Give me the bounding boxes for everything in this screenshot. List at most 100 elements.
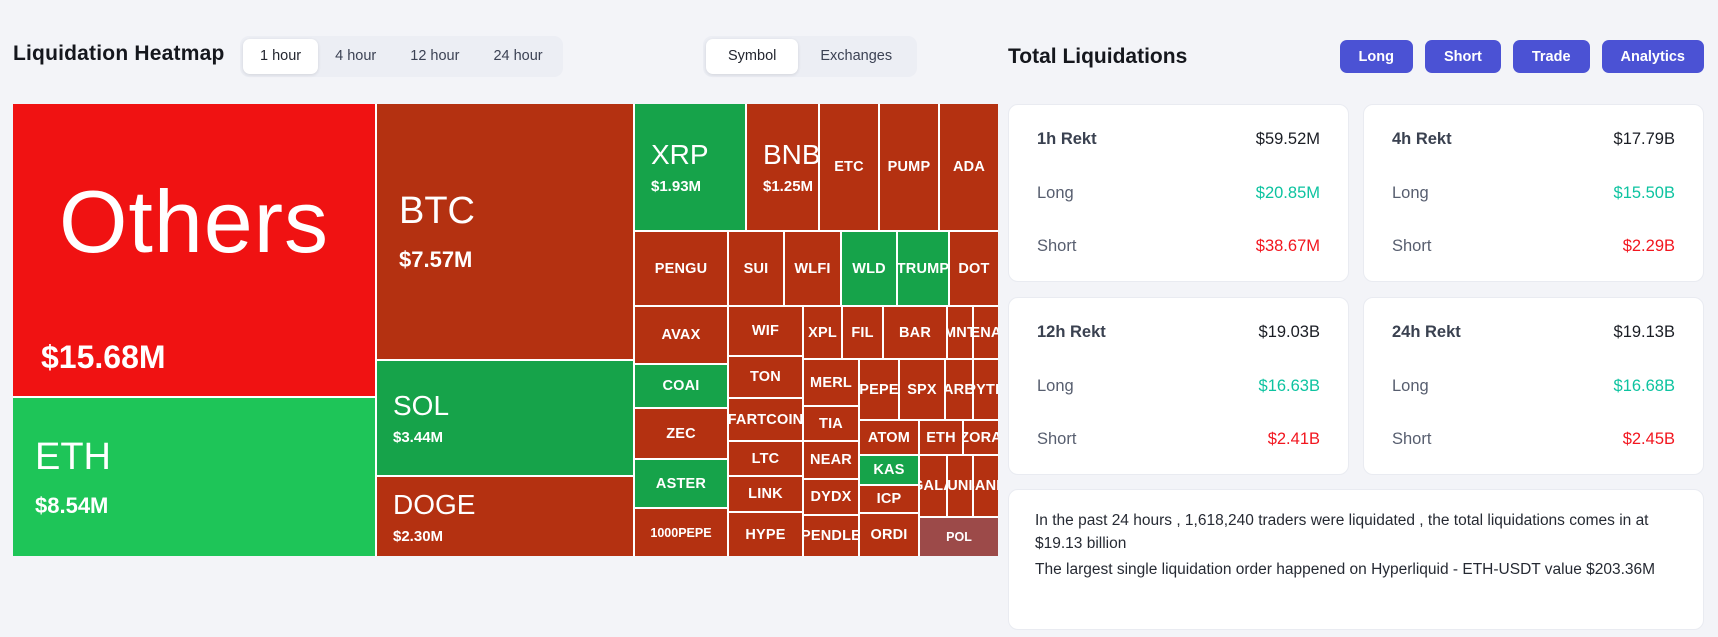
total-liquidations-title: Total Liquidations	[1008, 44, 1188, 68]
tile-symbol: GALA	[920, 478, 946, 494]
treemap-tile-zec[interactable]: ZEC	[635, 409, 727, 458]
long-value: $16.63B	[1258, 376, 1320, 395]
total-liquidations-header: Total Liquidations Long Short Trade Anal…	[1008, 36, 1704, 77]
short-value: $38.67M	[1255, 237, 1320, 255]
liquidation-summary-card: In the past 24 hours , 1,618,240 traders…	[1008, 489, 1704, 630]
treemap-tile-ordi[interactable]: ORDI	[860, 514, 918, 556]
treemap-tile-pengu[interactable]: PENGU	[635, 232, 727, 305]
treemap-tile-fartcoin[interactable]: FARTCOIN	[729, 399, 802, 440]
tile-symbol: TRUMP	[898, 260, 948, 277]
treemap-tile-arb[interactable]: ARB	[946, 360, 972, 419]
tile-value: $1.93M	[651, 178, 702, 195]
treemap-tile-wif[interactable]: WIF	[729, 307, 802, 355]
tile-symbol: ATOM	[867, 429, 911, 446]
liquidation-treemap: Others $15.68M ETH $8.54M BTC $7.57M SOL $3.44M…	[13, 104, 998, 556]
treemap-tile-sui[interactable]: SUI	[729, 232, 783, 305]
long-value: $15.50B	[1613, 183, 1675, 202]
treemap-tile-ton[interactable]: TON	[729, 357, 802, 397]
treemap-tile-dot[interactable]: DOT	[950, 232, 998, 305]
tile-symbol: DOT	[958, 260, 990, 277]
trade-button[interactable]: Trade	[1512, 40, 1590, 73]
treemap-tile-trump[interactable]: TRUMP	[898, 232, 948, 305]
treemap-tile-sand[interactable]: SAND	[974, 456, 998, 516]
treemap-tile-pepe[interactable]: PEPE	[860, 360, 898, 419]
tile-symbol: ORDI	[870, 527, 908, 543]
treemap-tile-kas[interactable]: KAS	[860, 456, 918, 484]
treemap-tile-dydx[interactable]: DYDX	[804, 480, 858, 514]
treemap-tile-mnt[interactable]: MNT	[948, 307, 972, 358]
treemap-tile-pump[interactable]: PUMP	[880, 104, 938, 230]
treemap-tile-ada[interactable]: ADA	[940, 104, 998, 230]
treemap-tile-wlfi[interactable]: WLFI	[785, 232, 840, 305]
tile-symbol: UNI	[948, 478, 972, 494]
treemap-tile-others[interactable]: Others $15.68M	[13, 104, 375, 396]
long-button[interactable]: Long	[1339, 40, 1413, 73]
treemap-tile-btc[interactable]: BTC $7.57M	[377, 104, 633, 359]
treemap-tile-merl[interactable]: MERL	[804, 360, 858, 405]
treemap-tile-xrp[interactable]: XRP $1.93M	[635, 104, 745, 230]
treemap-tile-gala[interactable]: GALA	[920, 456, 946, 516]
tile-symbol: ETH	[926, 429, 956, 446]
tab-exchanges[interactable]: Exchanges	[820, 48, 893, 64]
treemap-tile-pendle[interactable]: PENDLE	[804, 516, 858, 556]
treemap-tile-ena[interactable]: ENA	[974, 307, 998, 358]
tile-symbol: BNB	[763, 139, 818, 170]
long-value: $16.68B	[1613, 376, 1675, 395]
tab-1-hour[interactable]: 1 hour	[243, 39, 319, 74]
tile-symbol: ARB	[946, 381, 972, 398]
long-value: $20.85M	[1255, 183, 1320, 202]
card-total: $19.13B	[1613, 323, 1675, 341]
treemap-tile-fil[interactable]: FIL	[843, 307, 882, 358]
long-label: Long	[1037, 376, 1074, 395]
treemap-tile-tia[interactable]: TIA	[804, 407, 858, 440]
treemap-tile-sol[interactable]: SOL $3.44M	[377, 361, 633, 475]
treemap-tile-eth[interactable]: ETH $8.54M	[13, 398, 375, 556]
treemap-tile-1000pepe[interactable]: 1000PEPE	[635, 509, 727, 556]
short-button[interactable]: Short	[1424, 40, 1501, 73]
tile-symbol: SAND	[974, 478, 998, 494]
treemap-tile-near[interactable]: NEAR	[804, 442, 858, 478]
tab-symbol[interactable]: Symbol	[706, 39, 799, 74]
tile-symbol: ETH	[35, 435, 111, 478]
treemap-tile-doge[interactable]: DOGE $2.30M	[377, 477, 633, 556]
treemap-tile-ltc[interactable]: LTC	[729, 442, 802, 475]
treemap-tile-aster[interactable]: ASTER	[635, 460, 727, 507]
page-title: Liquidation Heatmap	[13, 42, 225, 65]
tile-symbol: 1000PEPE	[650, 525, 712, 540]
long-label: Long	[1037, 183, 1074, 202]
treemap-tile-bnb[interactable]: BNB $1.25M	[747, 104, 818, 230]
treemap-tile-link[interactable]: LINK	[729, 477, 802, 511]
short-value: $2.45B	[1622, 430, 1675, 448]
card-total: $17.79B	[1613, 130, 1675, 148]
treemap-tile-pol[interactable]: POL	[920, 518, 998, 556]
analytics-button[interactable]: Analytics	[1601, 40, 1704, 73]
treemap-tile-wld[interactable]: WLD	[842, 232, 896, 305]
tile-symbol: SUI	[743, 260, 769, 277]
treemap-tile-xpl[interactable]: XPL	[804, 307, 841, 358]
treemap-tile-eth[interactable]: ETH	[920, 421, 962, 454]
tile-symbol: SPX	[907, 381, 937, 398]
treemap-tile-zora[interactable]: ZORA	[964, 421, 998, 454]
tab-4-hour[interactable]: 4 hour	[335, 48, 377, 64]
treemap-tile-icp[interactable]: ICP	[860, 486, 918, 512]
treemap-tile-bar[interactable]: BAR	[884, 307, 946, 358]
treemap-tile-etc[interactable]: ETC	[820, 104, 878, 230]
treemap-tile-uni[interactable]: UNI	[948, 456, 972, 516]
tile-value: $2.30M	[393, 527, 444, 545]
tab-24-hour[interactable]: 24 hour	[493, 48, 543, 64]
treemap-tile-coai[interactable]: COAI	[635, 365, 727, 407]
tile-symbol: PENDLE	[804, 528, 858, 544]
treemap-tile-avax[interactable]: AVAX	[635, 307, 727, 363]
summary-line-1: In the past 24 hours , 1,618,240 traders…	[1035, 512, 1649, 553]
tile-symbol: LTC	[751, 450, 780, 467]
tile-symbol: LINK	[748, 486, 783, 502]
tile-value: $15.68M	[41, 339, 166, 375]
treemap-tile-spx[interactable]: SPX	[900, 360, 944, 419]
tile-symbol: PENGU	[654, 260, 708, 277]
tab-12-hour[interactable]: 12 hour	[410, 48, 460, 64]
treemap-tile-hype[interactable]: HYPE	[729, 513, 802, 556]
treemap-tile-pyth[interactable]: PYTH	[974, 360, 998, 419]
stats-card-4h: 4h Rekt $17.79B Long $15.50B Short $2.29B	[1363, 104, 1704, 282]
summary-line-2: The largest single liquidation order hap…	[1035, 560, 1656, 578]
treemap-tile-atom[interactable]: ATOM	[860, 421, 918, 454]
